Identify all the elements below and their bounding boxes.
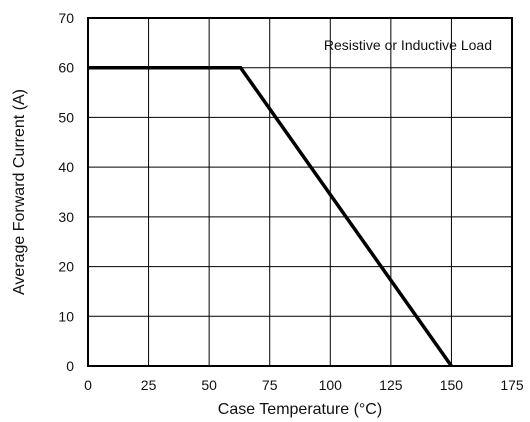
x-tick-labels: 0 25 50 75 100 125 150 175 (84, 377, 524, 393)
y-tick-label: 60 (58, 60, 74, 76)
y-tick-labels: 0 10 20 30 40 50 60 70 (58, 10, 74, 374)
y-axis-label: Average Forward Current (A) (11, 89, 28, 295)
series-line-0 (88, 65, 453, 368)
x-tick-label: 50 (201, 377, 217, 393)
series-layer (88, 65, 453, 368)
plot-area-frame (87, 17, 513, 367)
y-tick-label: 20 (58, 259, 74, 275)
grid-lines (88, 18, 512, 366)
y-tick-label: 40 (58, 159, 74, 175)
x-tick-label: 0 (84, 377, 92, 393)
x-tick-label: 75 (262, 377, 278, 393)
x-tick-label: 175 (500, 377, 524, 393)
load-annotation: Resistive or Inductive Load (324, 37, 492, 53)
x-tick-label: 100 (319, 377, 343, 393)
y-tick-label: 0 (66, 358, 74, 374)
y-tick-label: 10 (58, 308, 74, 324)
y-tick-label: 70 (58, 10, 74, 26)
x-tick-label: 150 (440, 377, 464, 393)
x-axis-label: Case Temperature (°C) (218, 401, 382, 418)
x-tick-label: 125 (379, 377, 403, 393)
y-tick-label: 50 (58, 109, 74, 125)
y-tick-label: 30 (58, 209, 74, 225)
x-tick-label: 25 (141, 377, 157, 393)
